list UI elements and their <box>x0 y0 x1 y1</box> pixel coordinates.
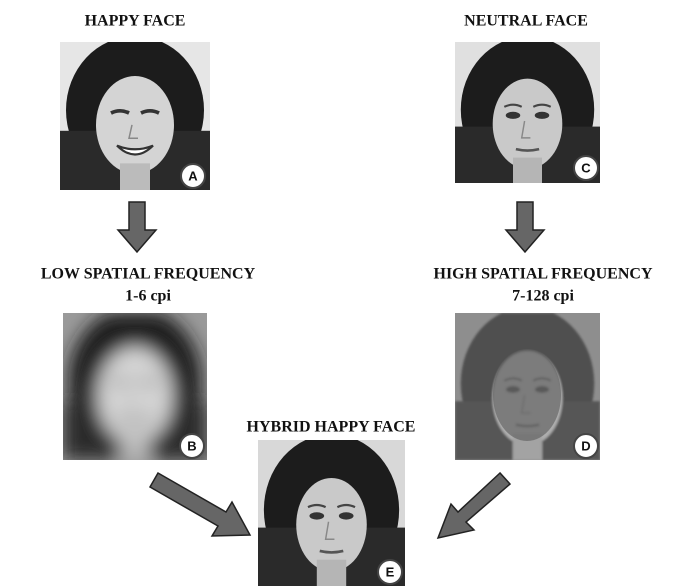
arrow-diagonal <box>148 471 252 537</box>
badge-label: D <box>581 439 590 454</box>
badge <box>377 559 403 585</box>
badge <box>180 163 206 189</box>
hybrid-title: HYBRID HAPPY FACE <box>247 419 416 436</box>
badge-label: E <box>386 565 395 580</box>
high-subtitle: 7-128 cpi <box>512 288 574 305</box>
high-title: HIGH SPATIAL FREQUENCY <box>434 266 653 283</box>
happy-image <box>60 42 210 190</box>
arrow-down <box>116 201 158 254</box>
high-image <box>455 313 600 460</box>
badge <box>179 433 205 459</box>
badge-label: C <box>581 161 591 176</box>
badge-label: B <box>187 439 196 454</box>
happy-title: HAPPY FACE <box>85 13 186 30</box>
badge <box>573 433 599 459</box>
neutral-title: NEUTRAL FACE <box>464 13 588 30</box>
arrow-diagonal <box>436 471 512 540</box>
low-title: LOW SPATIAL FREQUENCY <box>41 266 256 283</box>
low-image <box>63 313 207 460</box>
arrow-down <box>504 201 546 254</box>
hybrid-image <box>258 440 405 586</box>
badge-label: A <box>188 169 198 184</box>
badge <box>573 155 599 181</box>
neutral-image <box>455 42 600 183</box>
low-subtitle: 1-6 cpi <box>125 288 171 305</box>
